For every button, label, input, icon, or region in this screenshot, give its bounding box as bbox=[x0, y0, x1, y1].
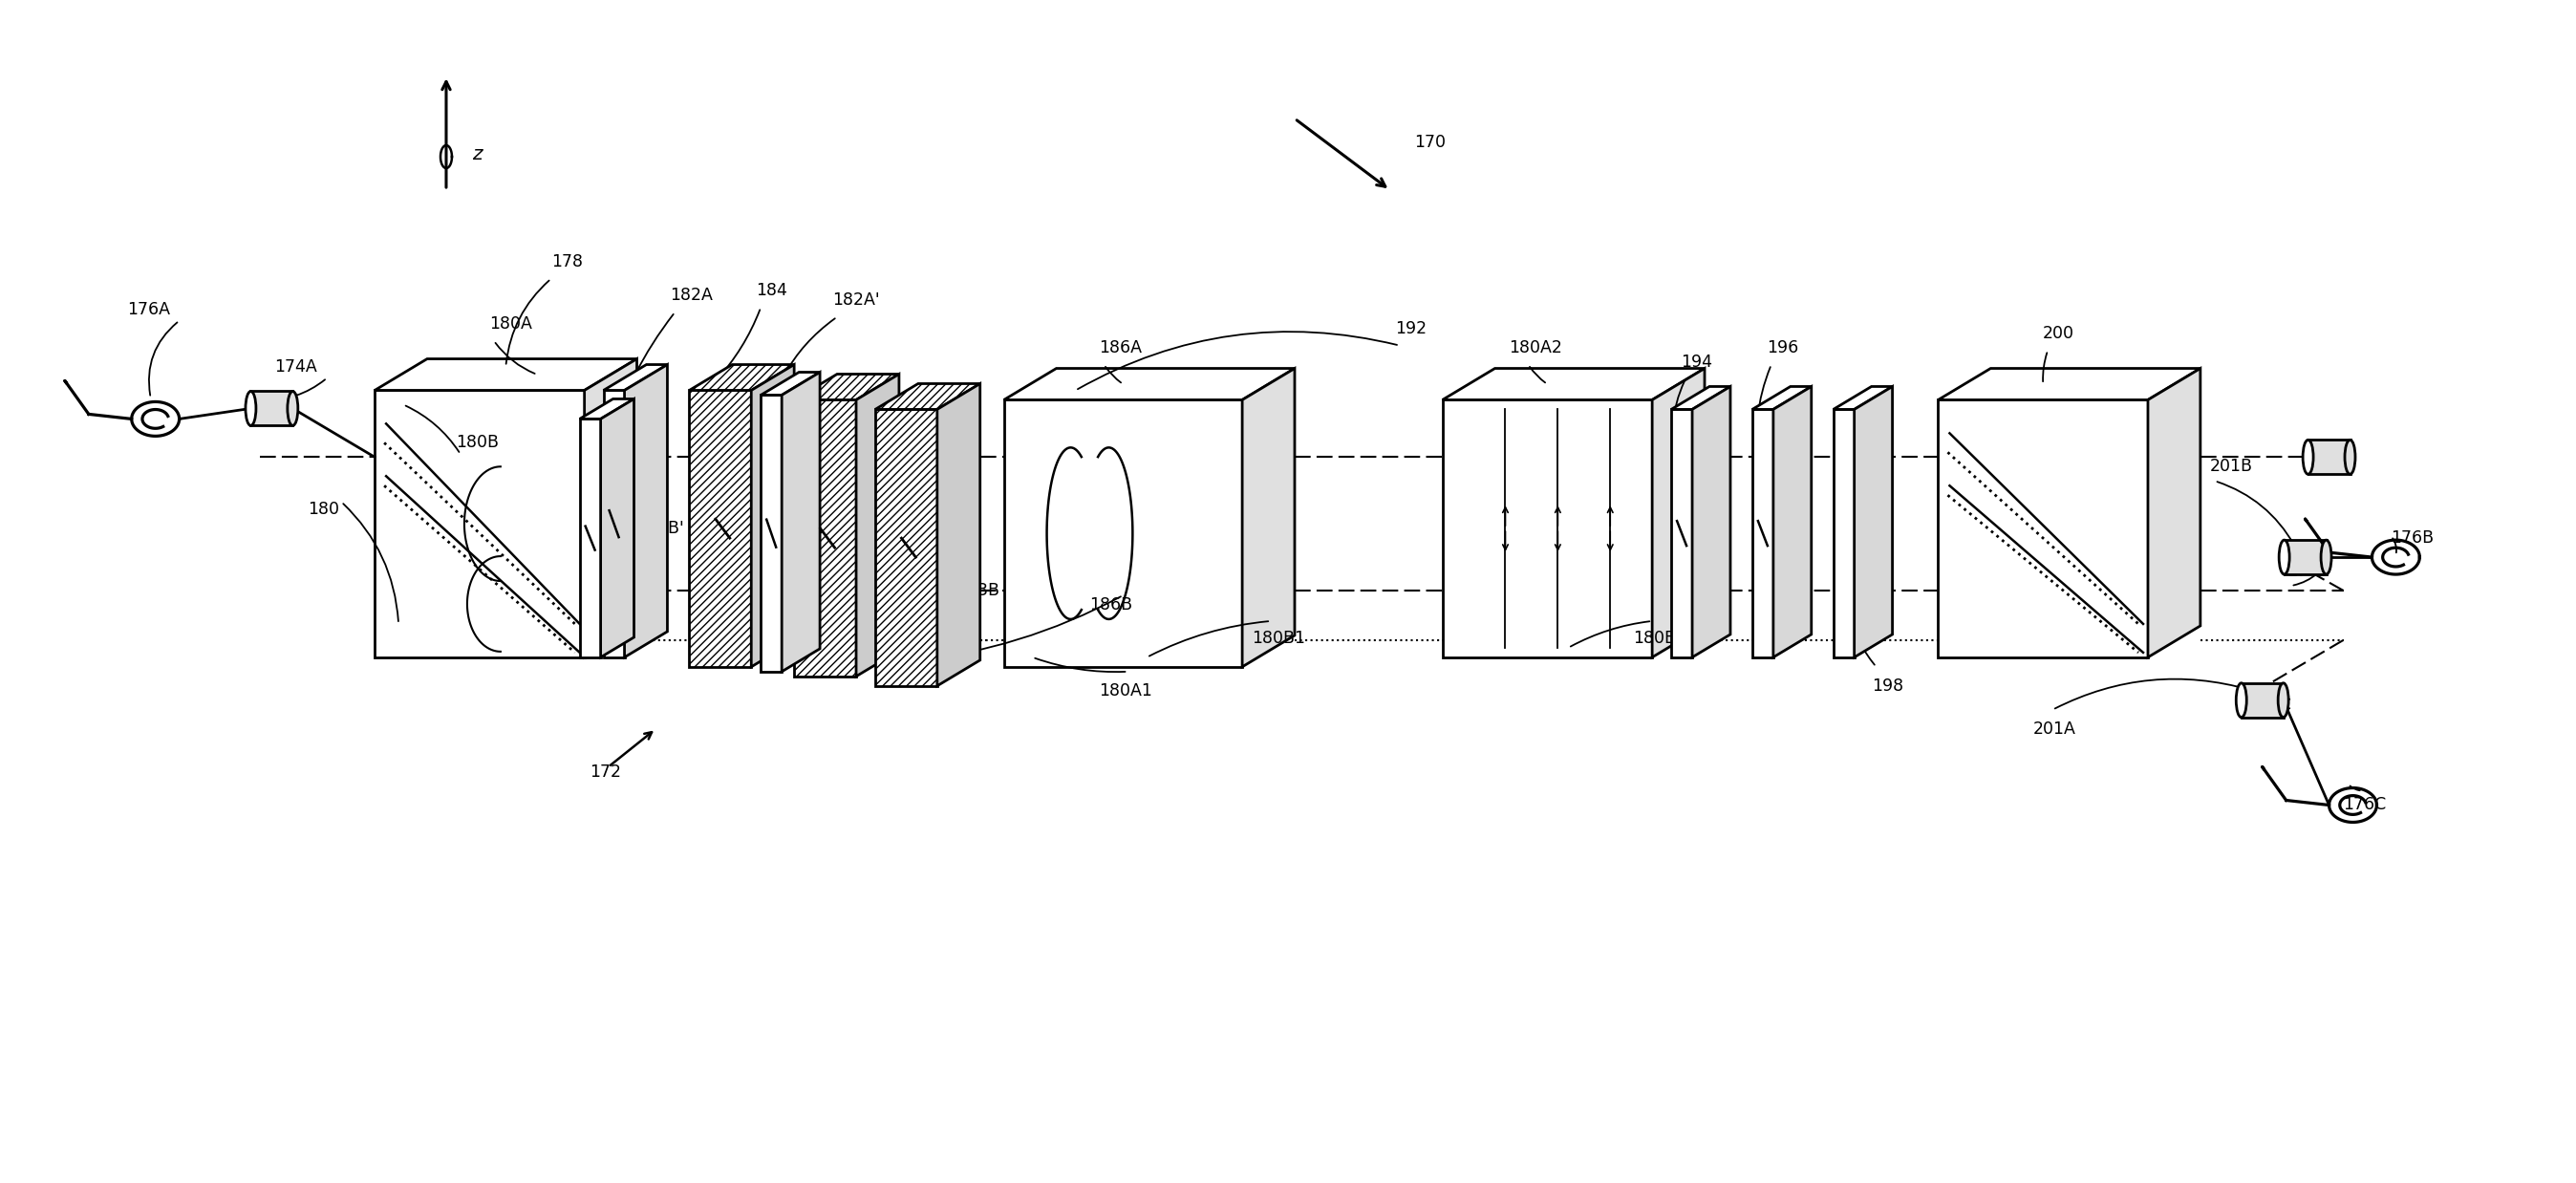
Bar bbox=[250, 392, 294, 426]
Text: 172: 172 bbox=[590, 763, 621, 781]
Polygon shape bbox=[793, 400, 855, 677]
Text: 198: 198 bbox=[1870, 678, 1904, 694]
Text: 176C: 176C bbox=[2344, 796, 2385, 814]
Bar bbox=[2241, 683, 2282, 717]
Ellipse shape bbox=[2277, 683, 2287, 717]
Polygon shape bbox=[938, 383, 979, 686]
Polygon shape bbox=[1242, 368, 1296, 667]
Polygon shape bbox=[1752, 409, 1772, 658]
Polygon shape bbox=[690, 390, 752, 667]
Polygon shape bbox=[1752, 387, 1811, 409]
Text: 180A2: 180A2 bbox=[1510, 338, 1564, 356]
Text: 178: 178 bbox=[551, 253, 582, 270]
Bar bbox=[2285, 539, 2326, 574]
Ellipse shape bbox=[245, 392, 255, 426]
Text: 184: 184 bbox=[755, 282, 788, 299]
Text: 176B: 176B bbox=[2391, 530, 2434, 547]
Ellipse shape bbox=[2280, 539, 2290, 574]
Ellipse shape bbox=[2236, 683, 2246, 717]
Text: 180B1: 180B1 bbox=[1252, 629, 1306, 647]
Text: 180B2: 180B2 bbox=[1633, 629, 1687, 647]
Polygon shape bbox=[580, 419, 600, 658]
Text: 182B': 182B' bbox=[636, 521, 685, 537]
Polygon shape bbox=[1834, 409, 1855, 658]
Polygon shape bbox=[1672, 387, 1731, 409]
Bar bbox=[2308, 440, 2349, 474]
Text: z: z bbox=[471, 144, 482, 163]
Polygon shape bbox=[1672, 409, 1692, 658]
Polygon shape bbox=[760, 373, 819, 395]
Text: 194: 194 bbox=[1680, 353, 1713, 370]
Polygon shape bbox=[600, 399, 634, 658]
Polygon shape bbox=[623, 364, 667, 658]
Polygon shape bbox=[1651, 368, 1705, 658]
Text: 174A: 174A bbox=[276, 358, 317, 375]
Ellipse shape bbox=[289, 392, 299, 426]
Polygon shape bbox=[1937, 400, 2148, 658]
Polygon shape bbox=[1855, 387, 1893, 658]
Polygon shape bbox=[585, 358, 636, 658]
Ellipse shape bbox=[2303, 440, 2313, 474]
Polygon shape bbox=[1834, 387, 1893, 409]
Polygon shape bbox=[1937, 368, 2200, 400]
Polygon shape bbox=[760, 395, 781, 672]
Text: 182A: 182A bbox=[670, 286, 714, 304]
Polygon shape bbox=[781, 373, 819, 672]
Polygon shape bbox=[1005, 400, 1242, 667]
Text: 174C: 174C bbox=[2249, 697, 2290, 713]
Text: 180B: 180B bbox=[456, 434, 500, 452]
Text: 182A': 182A' bbox=[832, 291, 881, 309]
Text: 173B: 173B bbox=[956, 582, 999, 599]
Text: 180A1: 180A1 bbox=[1100, 683, 1151, 699]
Polygon shape bbox=[2148, 368, 2200, 658]
Polygon shape bbox=[603, 364, 667, 390]
Polygon shape bbox=[690, 364, 793, 390]
Polygon shape bbox=[752, 364, 793, 667]
Polygon shape bbox=[1443, 400, 1651, 658]
Text: 201A: 201A bbox=[2032, 720, 2076, 737]
Text: 186B: 186B bbox=[1090, 596, 1133, 614]
Polygon shape bbox=[374, 358, 636, 390]
Polygon shape bbox=[1005, 368, 1296, 400]
Text: 176A: 176A bbox=[126, 300, 170, 318]
Polygon shape bbox=[1772, 387, 1811, 658]
Text: 180A: 180A bbox=[489, 315, 533, 332]
Polygon shape bbox=[855, 374, 899, 677]
Text: 192: 192 bbox=[1394, 319, 1427, 337]
Polygon shape bbox=[580, 399, 634, 419]
Polygon shape bbox=[1443, 368, 1705, 400]
Ellipse shape bbox=[2344, 440, 2354, 474]
Polygon shape bbox=[793, 374, 899, 400]
Text: 200: 200 bbox=[2043, 324, 2074, 342]
Ellipse shape bbox=[2321, 539, 2331, 574]
Text: 182B: 182B bbox=[585, 472, 629, 490]
Polygon shape bbox=[876, 409, 938, 686]
Text: 170: 170 bbox=[1414, 134, 1445, 151]
Polygon shape bbox=[603, 390, 623, 658]
Text: 180: 180 bbox=[309, 500, 340, 518]
Text: 173A: 173A bbox=[842, 554, 884, 570]
Polygon shape bbox=[374, 390, 585, 658]
Polygon shape bbox=[1692, 387, 1731, 658]
Polygon shape bbox=[876, 383, 979, 409]
Text: 201B: 201B bbox=[2210, 458, 2254, 476]
Text: 174B: 174B bbox=[2285, 563, 2329, 580]
Text: 186A: 186A bbox=[1100, 338, 1141, 356]
Text: 196: 196 bbox=[1767, 338, 1798, 356]
